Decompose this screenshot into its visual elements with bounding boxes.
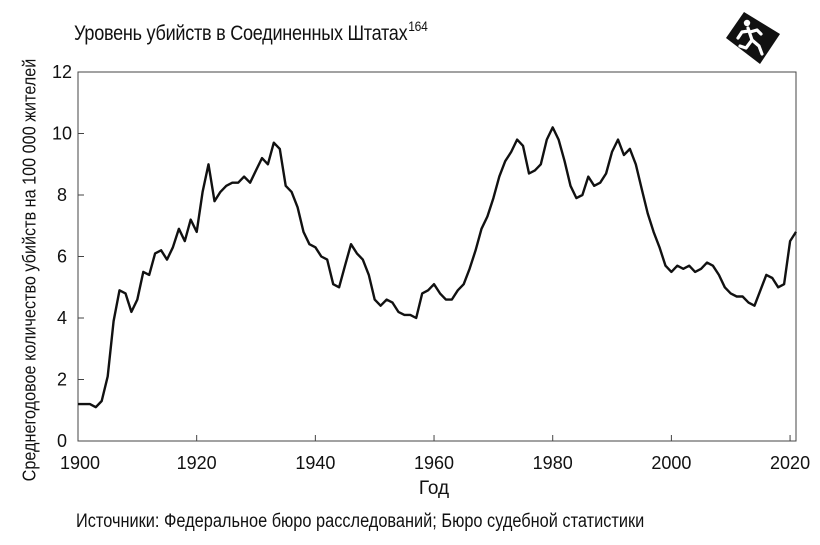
x-tick-label: 1940 bbox=[295, 453, 335, 473]
x-tick-label: 1920 bbox=[177, 453, 217, 473]
y-tick-label: 0 bbox=[57, 431, 67, 451]
y-tick-label: 8 bbox=[57, 185, 67, 205]
y-tick-label: 12 bbox=[52, 62, 72, 82]
x-axis-label: Год bbox=[418, 478, 450, 499]
source-note: Источники: Федеральное бюро расследовани… bbox=[76, 511, 645, 532]
y-tick-label: 2 bbox=[57, 370, 67, 390]
y-tick-label: 6 bbox=[57, 247, 67, 267]
x-tick-label: 2000 bbox=[651, 453, 691, 473]
ticks: 0 2 4 6 8 10 12 1900 1920 1940 1960 1980 2000 2020 bbox=[52, 62, 810, 473]
x-tick-label: 1980 bbox=[533, 453, 573, 473]
chart-title: Уровень убийств в Соединенных Штатах164 bbox=[74, 18, 428, 46]
series bbox=[77, 126, 798, 409]
running-figure-icon bbox=[722, 8, 784, 73]
chart-title-text: Уровень убийств в Соединенных Штатах bbox=[74, 22, 408, 45]
y-tick-label: 10 bbox=[52, 124, 72, 144]
x-tick-label: 1960 bbox=[414, 453, 454, 473]
x-tick-label: 1900 bbox=[60, 453, 100, 473]
series-line bbox=[78, 126, 798, 409]
plot-frame bbox=[77, 71, 797, 442]
y-tick-label: 4 bbox=[57, 308, 67, 328]
axes bbox=[77, 71, 797, 442]
x-tick-label: 2020 bbox=[770, 453, 810, 473]
chart-title-footnote: 164 bbox=[408, 18, 428, 34]
